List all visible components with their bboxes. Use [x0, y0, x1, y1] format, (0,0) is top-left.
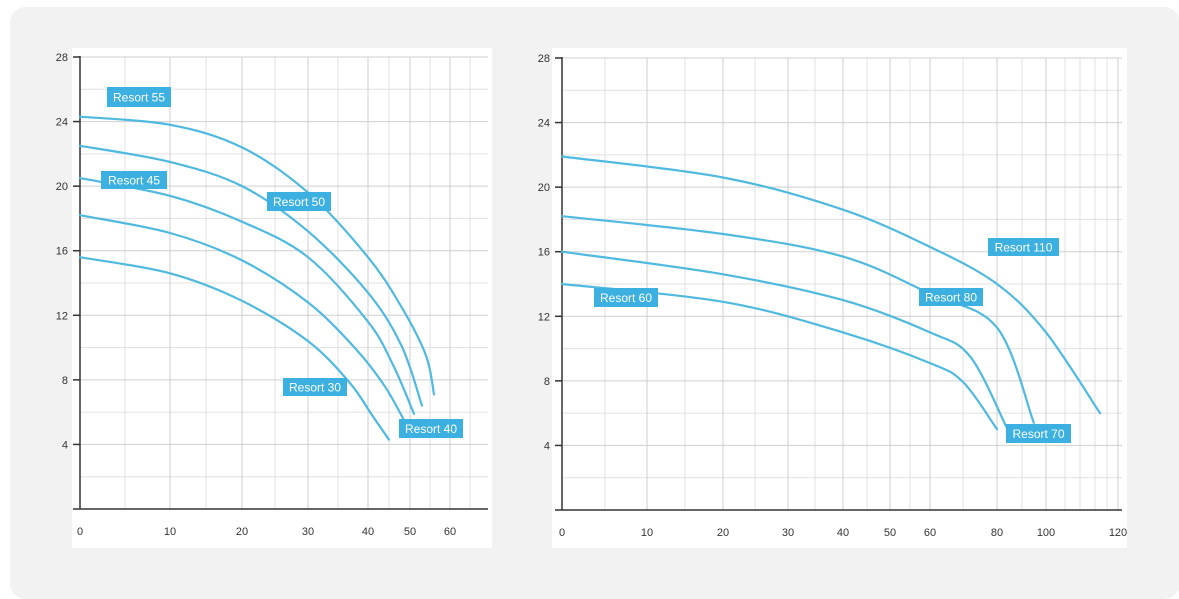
series-label-bg [283, 378, 347, 396]
x-tick-label: 10 [164, 526, 176, 538]
series-label-resort-50: Resort 50 [267, 192, 331, 211]
series-label-text: Resort 110 [995, 241, 1053, 255]
x-tick-label: 0 [559, 527, 565, 539]
series-label-text: Resort 70 [1012, 427, 1064, 441]
y-tick-label: 20 [56, 181, 68, 193]
series-label-bg [1006, 424, 1071, 443]
series-line-resort-30 [78, 256, 391, 441]
series-label-text: Resort 60 [600, 291, 652, 305]
x-tick-label: 20 [717, 527, 729, 539]
x-tick-label: 60 [924, 527, 936, 539]
x-tick-label: 80 [991, 527, 1003, 539]
x-tick-label: 100 [1037, 527, 1055, 539]
x-tick-label: 30 [782, 527, 794, 539]
x-tick-label: 50 [884, 527, 896, 539]
series-label-text: Resort 55 [113, 91, 165, 105]
y-tick-label: 12 [56, 310, 68, 322]
y-tick-label: 4 [544, 440, 550, 452]
chart-2: 4 8 12 16 20 24 28 0 10 20 30 40 50 60 80 100 120 Resort … [538, 48, 1127, 548]
series-label-resort-80: Resort 80 [919, 288, 983, 306]
series-label-bg [267, 192, 331, 211]
series-line-resort-55 [78, 115, 436, 396]
plot-area [72, 48, 492, 548]
series-label-resort-110: Resort 110 [988, 238, 1059, 256]
x-tick-label: 20 [236, 526, 248, 538]
y-tick-label: 16 [56, 246, 68, 258]
y-tick-label: 28 [56, 52, 68, 64]
series-line-resort-45 [78, 177, 416, 415]
series-label-resort-70: Resort 70 [1006, 424, 1071, 443]
x-tick-label: 0 [77, 526, 83, 538]
series-line-resort-80 [560, 215, 1035, 424]
y-tick-label: 12 [538, 311, 550, 323]
series-label-bg [988, 238, 1059, 256]
series-label-bg [594, 288, 658, 307]
series-line-resort-110 [560, 155, 1102, 415]
x-tick-label: 40 [362, 526, 374, 538]
y-tick-label: 24 [538, 118, 550, 130]
series-label-resort-30: Resort 30 [283, 378, 347, 396]
y-tick-label: 8 [62, 375, 68, 387]
x-tick-label: 40 [837, 527, 849, 539]
series-label-resort-60: Resort 60 [594, 288, 658, 307]
series-label-bg [919, 288, 983, 306]
series-label-resort-40: Resort 40 [399, 419, 463, 438]
series-label-resort-45: Resort 45 [101, 171, 167, 189]
y-tick-label: 28 [538, 53, 550, 65]
y-tick-label: 20 [538, 182, 550, 194]
series-label-text: Resort 30 [289, 381, 341, 395]
series-line-resort-70 [560, 250, 1008, 429]
series-label-text: Resort 50 [273, 195, 325, 209]
y-tick-label: 16 [538, 247, 550, 259]
x-tick-label: 10 [641, 527, 653, 539]
chart-1: 4 8 12 16 20 24 28 0 10 20 30 40 50 60 Resort 30 Resort… [56, 48, 492, 548]
series-line-resort-60 [560, 282, 999, 431]
series-line-resort-40 [78, 214, 407, 425]
x-tick-label: 50 [404, 526, 416, 538]
y-tick-label: 4 [62, 439, 68, 451]
series-label-bg [107, 87, 171, 107]
x-tick-label: 60 [444, 526, 456, 538]
series-label-bg [399, 419, 463, 438]
series-label-text: Resort 45 [108, 174, 160, 188]
series-label-text: Resort 80 [925, 291, 977, 305]
series-label-bg [101, 171, 167, 189]
y-tick-label: 8 [544, 376, 550, 388]
series-label-text: Resort 40 [405, 422, 457, 436]
x-tick-label: 30 [302, 526, 314, 538]
series-line-resort-50 [78, 144, 424, 407]
series-label-resort-55: Resort 55 [107, 87, 171, 107]
x-tick-label: 120 [1109, 527, 1127, 539]
y-tick-label: 24 [56, 117, 68, 129]
